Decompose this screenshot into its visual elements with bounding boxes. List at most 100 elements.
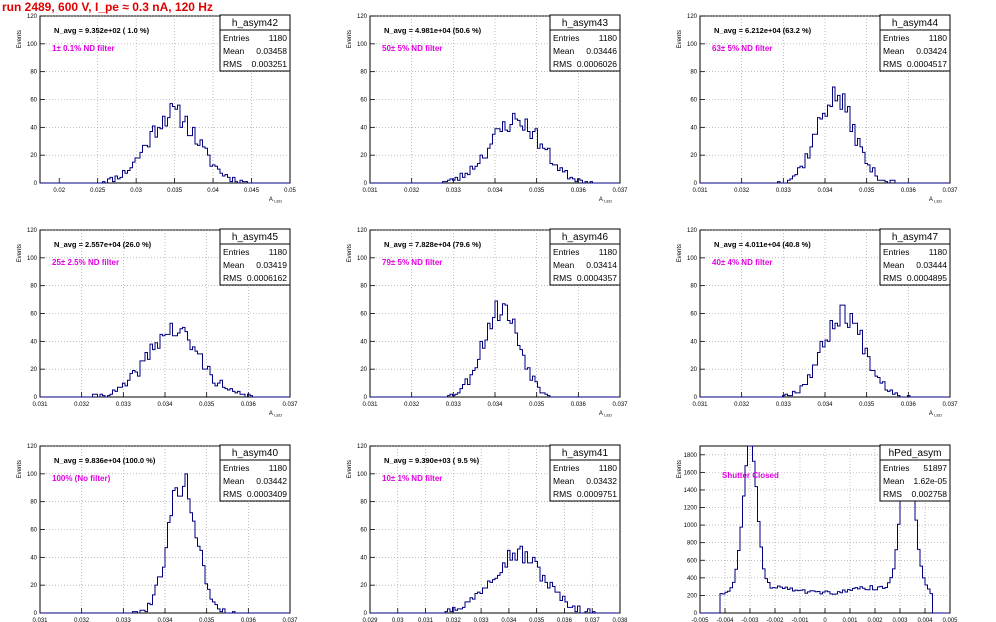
x-tick-label: 0.029 xyxy=(362,618,378,622)
x-tick-label: 0.032 xyxy=(404,188,420,194)
y-tick-label: 100 xyxy=(357,42,368,48)
y-tick-label: 1400 xyxy=(684,488,698,494)
stats-entries-value: 1180 xyxy=(269,247,288,257)
n-avg-label: N_avg = 2.557e+04 (26.0 %) xyxy=(54,240,152,249)
stats-title: h_asym43 xyxy=(562,18,609,29)
histogram-panel: 0.031 0.032 0.033 0.034 0.035 0.036 0.037 0 20 40… xyxy=(17,444,298,622)
stats-entries-label: Entries xyxy=(553,247,579,257)
y-tick-label: 20 xyxy=(360,367,367,373)
stats-entries-label: Entries xyxy=(883,33,909,43)
x-tick-label: 0.033 xyxy=(446,402,462,408)
x-tick-label: 0.031 xyxy=(362,402,378,408)
stats-title: h_asym46 xyxy=(562,232,609,243)
y-tick-label: 60 xyxy=(30,528,37,534)
x-tick-label: 0.037 xyxy=(942,188,958,194)
y-axis-label: Events xyxy=(677,244,683,262)
y-tick-label: 80 xyxy=(690,284,697,290)
stats-rms-label: RMS xyxy=(553,273,572,283)
x-tick-label: 0.033 xyxy=(116,618,132,622)
filter-annotation: 63± 5% ND filter xyxy=(712,44,772,53)
stats-rms-label: RMS xyxy=(553,59,572,69)
filter-annotation: 100% (No filter) xyxy=(52,474,111,483)
stats-mean-label: Mean xyxy=(883,476,905,486)
stats-box xyxy=(549,228,621,286)
x-tick-label: -0.003 xyxy=(741,618,759,622)
x-tick-label: 0.04 xyxy=(207,188,219,194)
n-avg-label: N_avg = 9.390e+03 ( 9.5 %) xyxy=(384,456,480,465)
x-tick-label: -0.002 xyxy=(766,618,784,622)
stats-box xyxy=(219,228,291,286)
stats-box xyxy=(219,14,291,72)
x-tick-label: 0.036 xyxy=(571,188,587,194)
x-tick-label: 0.035 xyxy=(859,188,875,194)
y-tick-label: 800 xyxy=(687,541,698,547)
y-tick-label: 40 xyxy=(690,339,697,345)
y-tick-label: 120 xyxy=(27,14,38,20)
x-tick-label: 0.032 xyxy=(74,618,90,622)
y-tick-label: 20 xyxy=(360,583,367,589)
y-tick-label: 0 xyxy=(694,611,698,617)
stats-box xyxy=(219,444,291,502)
stats-mean-value: 0.03414 xyxy=(586,260,617,270)
y-tick-label: 600 xyxy=(687,558,698,564)
y-axis-label: Events xyxy=(17,30,23,48)
y-tick-label: 120 xyxy=(357,444,368,450)
x-tick-label: 0.037 xyxy=(585,618,601,622)
x-tick-label: 0.036 xyxy=(241,618,257,622)
histogram-line xyxy=(370,545,620,614)
x-tick-label: 0.032 xyxy=(734,188,750,194)
x-tick-label: 0.035 xyxy=(859,402,875,408)
x-tick-label: 0.037 xyxy=(282,618,298,622)
y-tick-label: 0 xyxy=(694,181,698,187)
x-tick-label: 0.034 xyxy=(487,188,503,194)
y-tick-label: 400 xyxy=(687,576,698,582)
stats-entries-label: Entries xyxy=(223,463,249,473)
y-tick-label: 60 xyxy=(30,312,37,318)
histogram-line xyxy=(700,86,950,184)
filter-annotation: 50± 5% ND filter xyxy=(382,44,442,53)
y-axis-label: Events xyxy=(347,244,353,262)
stats-rms-value: 0.0004517 xyxy=(907,59,947,69)
filter-annotation: Shutter Closed xyxy=(722,471,779,480)
stats-rms-label: RMS xyxy=(553,489,572,499)
x-tick-label: 0.036 xyxy=(557,618,573,622)
n-avg-label: N_avg = 4.011e+04 (40.8 %) xyxy=(714,240,811,249)
stats-rms-value: 0.0004357 xyxy=(577,273,617,283)
stats-title: h_asym47 xyxy=(892,232,939,243)
y-tick-label: 60 xyxy=(360,528,367,534)
x-tick-label: 0.031 xyxy=(692,188,708,194)
x-tick-label: 0.034 xyxy=(501,618,517,622)
x-tick-label: 0.032 xyxy=(404,402,420,408)
x-tick-label: 0.002 xyxy=(867,618,883,622)
n-avg-label: N_avg = 7.828e+04 (79.6 %) xyxy=(384,240,482,249)
x-tick-label: 0.033 xyxy=(474,618,490,622)
stats-rms-label: RMS xyxy=(883,59,902,69)
stats-rms-label: RMS xyxy=(883,273,902,283)
y-tick-label: 100 xyxy=(27,472,38,478)
x-tick-label: 0.032 xyxy=(74,402,90,408)
y-axis-label: Events xyxy=(17,460,23,478)
x-tick-label: 0.05 xyxy=(284,188,296,194)
x-tick-label: 0.037 xyxy=(282,402,298,408)
x-axis-label: A LED xyxy=(269,197,282,204)
y-tick-label: 100 xyxy=(357,256,368,262)
n-avg-label: N_avg = 4.981e+04 (50.6 %) xyxy=(384,26,482,35)
y-tick-label: 100 xyxy=(27,256,38,262)
stats-entries-value: 1180 xyxy=(269,33,288,43)
stats-rms-label: RMS xyxy=(223,59,242,69)
x-tick-label: 0 xyxy=(823,618,827,622)
y-tick-label: 0 xyxy=(364,395,368,401)
stats-mean-label: Mean xyxy=(883,46,905,56)
x-tick-label: 0.035 xyxy=(529,188,545,194)
stats-rms-label: RMS xyxy=(223,489,242,499)
histogram-panel: 0.02 0.025 0.03 0.035 0.04 0.045 0.05 0 20 40 60 80… xyxy=(17,14,296,204)
y-axis-label: Events xyxy=(677,460,683,478)
filter-annotation: 40± 4% ND filter xyxy=(712,258,772,267)
y-tick-label: 1600 xyxy=(684,470,698,476)
y-tick-label: 120 xyxy=(357,228,368,234)
x-tick-label: 0.034 xyxy=(157,402,173,408)
y-tick-label: 80 xyxy=(690,70,697,76)
stats-box xyxy=(879,14,951,72)
stats-title: h_asym45 xyxy=(232,232,279,243)
y-tick-label: 0 xyxy=(364,181,368,187)
